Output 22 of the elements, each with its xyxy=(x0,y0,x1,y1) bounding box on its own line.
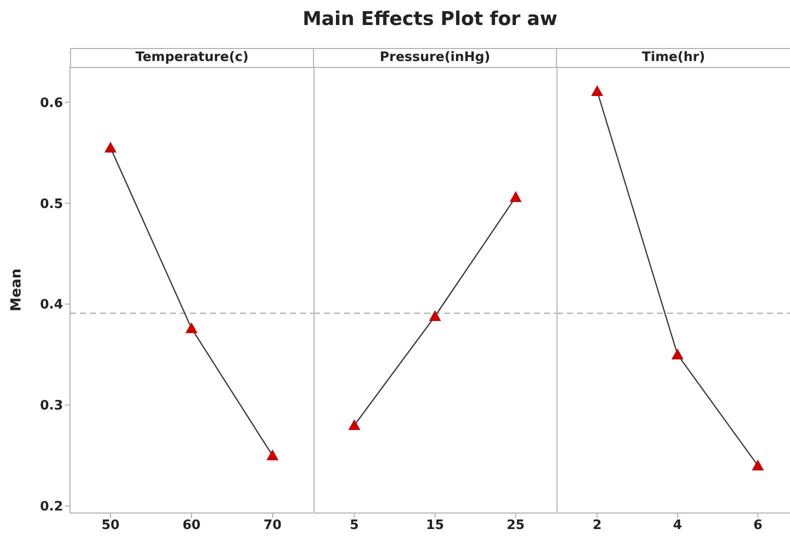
y-axis-title: Mean xyxy=(8,268,24,312)
x-tick-label: 60 xyxy=(182,518,201,534)
y-tick-label: 0.4 xyxy=(40,298,63,313)
x-tick-label: 2 xyxy=(592,518,602,534)
y-tick-label: 0.6 xyxy=(40,96,63,111)
chart-title: Main Effects Plot for aw xyxy=(302,8,558,30)
point xyxy=(186,322,198,334)
point xyxy=(266,449,278,460)
x-tick-label: 5 xyxy=(350,518,359,534)
x-tick-label: 4 xyxy=(672,518,682,534)
x-tick-label: 50 xyxy=(101,518,120,534)
y-tick-label: 0.5 xyxy=(40,196,63,212)
panel-header: Temperature(c) xyxy=(70,48,314,68)
x-tick-label: 25 xyxy=(506,518,525,534)
panel-header: Pressure(inHg) xyxy=(313,48,557,68)
x-tick-label: 70 xyxy=(263,518,282,534)
point xyxy=(104,142,116,153)
x-tick-label: 15 xyxy=(426,518,444,534)
y-tick-label: 0.2 xyxy=(40,500,63,515)
panel-header: Time(hr) xyxy=(556,48,790,68)
x-tick-label: 6 xyxy=(753,518,762,534)
y-tick-label: 0.3 xyxy=(40,398,63,414)
